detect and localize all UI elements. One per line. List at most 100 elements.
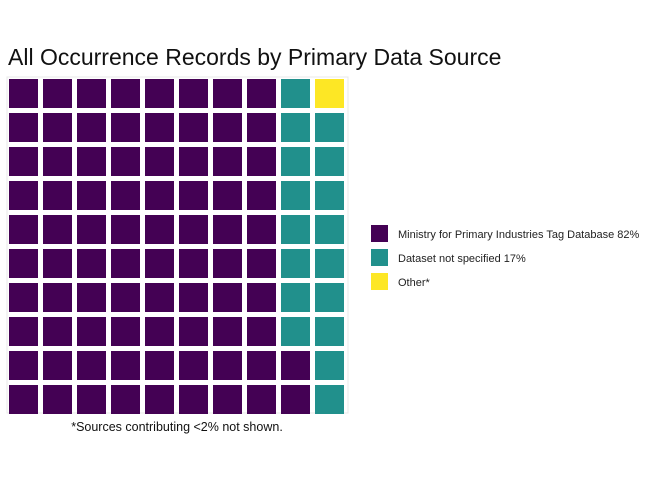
- waffle-cell: [179, 79, 208, 108]
- waffle-cell: [77, 283, 106, 312]
- waffle-cell: [179, 113, 208, 142]
- waffle-cell: [77, 317, 106, 346]
- waffle-cell: [111, 317, 140, 346]
- waffle-cell: [315, 181, 344, 210]
- waffle-cell: [281, 181, 310, 210]
- waffle-cell: [213, 215, 242, 244]
- waffle-cell: [9, 215, 38, 244]
- waffle-cell: [9, 181, 38, 210]
- waffle-cell: [43, 317, 72, 346]
- legend-label: Other*: [398, 277, 431, 289]
- waffle-cell: [281, 351, 310, 380]
- waffle-cell: [315, 79, 344, 108]
- waffle-cell: [315, 215, 344, 244]
- waffle-cell: [315, 147, 344, 176]
- waffle-cell: [179, 351, 208, 380]
- waffle-cell: [281, 283, 310, 312]
- waffle-cell: [77, 215, 106, 244]
- waffle-cell: [111, 79, 140, 108]
- waffle-cell: [179, 249, 208, 278]
- waffle-cell: [179, 147, 208, 176]
- waffle-cell: [247, 249, 276, 278]
- waffle-cell: [315, 317, 344, 346]
- waffle-cell: [179, 385, 208, 414]
- waffle-cell: [247, 79, 276, 108]
- waffle-cell: [77, 147, 106, 176]
- waffle-cell: [145, 147, 174, 176]
- waffle-cell: [77, 79, 106, 108]
- waffle-cell: [315, 385, 344, 414]
- waffle-cell: [43, 283, 72, 312]
- waffle-cell: [247, 317, 276, 346]
- waffle-cell: [213, 181, 242, 210]
- waffle-cell: [145, 79, 174, 108]
- waffle-cell: [213, 249, 242, 278]
- waffle-cell: [281, 79, 310, 108]
- waffle-cell: [281, 147, 310, 176]
- waffle-cell: [111, 147, 140, 176]
- waffle-cell: [145, 249, 174, 278]
- waffle-cell: [179, 181, 208, 210]
- waffle-cell: [77, 113, 106, 142]
- waffle-cell: [179, 215, 208, 244]
- waffle-cell: [281, 317, 310, 346]
- waffle-cell: [77, 249, 106, 278]
- waffle-cell: [145, 215, 174, 244]
- waffle-cell: [281, 249, 310, 278]
- waffle-cell: [145, 283, 174, 312]
- waffle-cell: [9, 317, 38, 346]
- waffle-cell: [179, 317, 208, 346]
- waffle-cell: [9, 385, 38, 414]
- waffle-cell: [111, 181, 140, 210]
- legend-key: [371, 249, 388, 266]
- waffle-cell: [281, 215, 310, 244]
- legend-key: [371, 273, 388, 290]
- waffle-cell: [315, 113, 344, 142]
- waffle-cell: [43, 79, 72, 108]
- waffle-cell: [315, 351, 344, 380]
- legend: Ministry for Primary Industries Tag Data…: [371, 225, 639, 290]
- chart-title: All Occurrence Records by Primary Data S…: [8, 44, 501, 70]
- waffle-cell: [213, 385, 242, 414]
- waffle-cell: [213, 147, 242, 176]
- waffle-cell: [111, 215, 140, 244]
- waffle-cell: [43, 181, 72, 210]
- waffle-cell: [247, 351, 276, 380]
- waffle-cell: [111, 351, 140, 380]
- legend-key: [371, 225, 388, 242]
- waffle-cell: [9, 351, 38, 380]
- waffle-cell: [179, 283, 208, 312]
- waffle-cell: [111, 113, 140, 142]
- waffle-cell: [43, 113, 72, 142]
- waffle-cell: [9, 113, 38, 142]
- waffle-cell: [111, 283, 140, 312]
- waffle-cell: [247, 215, 276, 244]
- waffle-cell: [43, 147, 72, 176]
- waffle-cell: [9, 283, 38, 312]
- waffle-grid: [9, 79, 344, 414]
- waffle-cell: [43, 249, 72, 278]
- legend-label: Dataset not specified 17%: [398, 253, 526, 265]
- waffle-cell: [111, 385, 140, 414]
- waffle-cell: [213, 283, 242, 312]
- waffle-cell: [145, 351, 174, 380]
- waffle-cell: [77, 351, 106, 380]
- waffle-cell: [145, 385, 174, 414]
- waffle-cell: [145, 181, 174, 210]
- waffle-cell: [43, 385, 72, 414]
- waffle-cell: [9, 147, 38, 176]
- waffle-cell: [43, 215, 72, 244]
- waffle-cell: [77, 181, 106, 210]
- waffle-cell: [315, 283, 344, 312]
- waffle-cell: [281, 385, 310, 414]
- waffle-cell: [213, 317, 242, 346]
- waffle-cell: [247, 147, 276, 176]
- waffle-cell: [247, 283, 276, 312]
- waffle-cell: [281, 113, 310, 142]
- waffle-cell: [247, 181, 276, 210]
- waffle-cell: [9, 249, 38, 278]
- chart-caption: *Sources contributing <2% not shown.: [71, 420, 283, 434]
- waffle-cell: [213, 113, 242, 142]
- waffle-cell: [111, 249, 140, 278]
